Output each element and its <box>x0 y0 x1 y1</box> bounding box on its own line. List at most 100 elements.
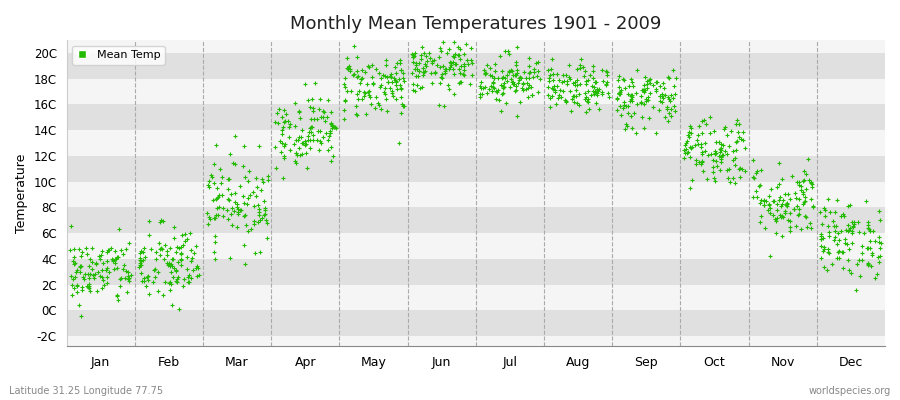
Point <box>634 99 648 105</box>
Point <box>418 63 433 69</box>
Point <box>556 87 571 94</box>
Point <box>192 272 206 278</box>
Point <box>86 272 100 278</box>
Point <box>682 185 697 192</box>
Point <box>599 69 614 75</box>
Point <box>592 86 607 92</box>
Point <box>92 253 106 259</box>
Point <box>595 89 609 95</box>
Point <box>516 80 530 86</box>
Point <box>866 228 880 235</box>
Point <box>527 69 542 75</box>
Point <box>106 266 121 272</box>
Point <box>638 87 652 93</box>
Point <box>516 80 530 87</box>
Point <box>681 132 696 139</box>
Point <box>720 166 734 173</box>
Point <box>446 66 461 72</box>
Point <box>137 245 151 252</box>
Point <box>102 269 116 276</box>
Point <box>801 156 815 162</box>
Point <box>478 84 492 90</box>
Point <box>666 83 680 89</box>
Point <box>447 91 462 97</box>
Point <box>251 219 266 225</box>
Point <box>404 50 419 57</box>
Point <box>163 279 177 286</box>
Point <box>82 283 96 290</box>
Point <box>577 73 591 80</box>
Point <box>185 266 200 273</box>
Point <box>868 238 882 244</box>
Point <box>521 94 535 100</box>
Point <box>716 126 731 132</box>
Point <box>572 102 586 109</box>
Point <box>457 51 472 57</box>
Point <box>244 226 258 232</box>
Point <box>416 64 430 71</box>
Point <box>323 128 338 134</box>
Point <box>339 88 354 94</box>
Point <box>778 191 793 198</box>
Point <box>827 223 842 230</box>
Y-axis label: Temperature: Temperature <box>15 154 28 233</box>
Point <box>352 88 366 94</box>
Point <box>842 225 857 232</box>
Point <box>629 130 643 136</box>
Point <box>846 222 860 229</box>
Point <box>621 91 635 97</box>
Point <box>275 131 290 138</box>
Point <box>180 266 194 272</box>
Point <box>727 162 742 168</box>
Point <box>498 75 512 81</box>
Point <box>525 91 539 98</box>
Point <box>228 189 242 196</box>
Point <box>306 108 320 114</box>
Point <box>616 105 630 112</box>
Point <box>792 179 806 186</box>
Point <box>174 251 188 257</box>
Point <box>397 78 411 84</box>
Point <box>509 62 524 69</box>
Point <box>444 59 458 65</box>
Point <box>216 213 230 219</box>
Point <box>238 173 252 180</box>
Point <box>770 200 784 207</box>
Point <box>437 102 452 109</box>
Point <box>377 89 392 95</box>
Point <box>338 107 352 113</box>
Point <box>357 90 372 96</box>
Point <box>552 76 566 83</box>
Point <box>68 260 83 266</box>
Point <box>457 67 472 74</box>
Point <box>363 92 377 98</box>
Point <box>653 83 668 89</box>
Point <box>716 152 730 158</box>
Point <box>553 87 567 93</box>
Point <box>747 174 761 181</box>
Point <box>132 257 147 263</box>
Point <box>210 195 224 202</box>
Point <box>361 63 375 70</box>
Point <box>223 150 238 157</box>
Point <box>837 236 851 242</box>
Point <box>311 146 326 153</box>
Point <box>502 69 517 76</box>
Point <box>852 272 867 279</box>
Point <box>394 85 409 91</box>
Point <box>141 218 156 224</box>
Point <box>96 277 111 283</box>
Point <box>162 279 176 286</box>
Point <box>426 60 440 66</box>
Point <box>328 124 342 130</box>
Point <box>452 80 466 86</box>
Point <box>815 248 830 254</box>
Point <box>392 76 406 82</box>
Point <box>862 238 877 244</box>
Point <box>133 262 148 268</box>
Point <box>566 80 580 86</box>
Point <box>526 73 541 80</box>
Point <box>71 246 86 252</box>
Point <box>768 216 782 222</box>
Point <box>404 70 419 76</box>
